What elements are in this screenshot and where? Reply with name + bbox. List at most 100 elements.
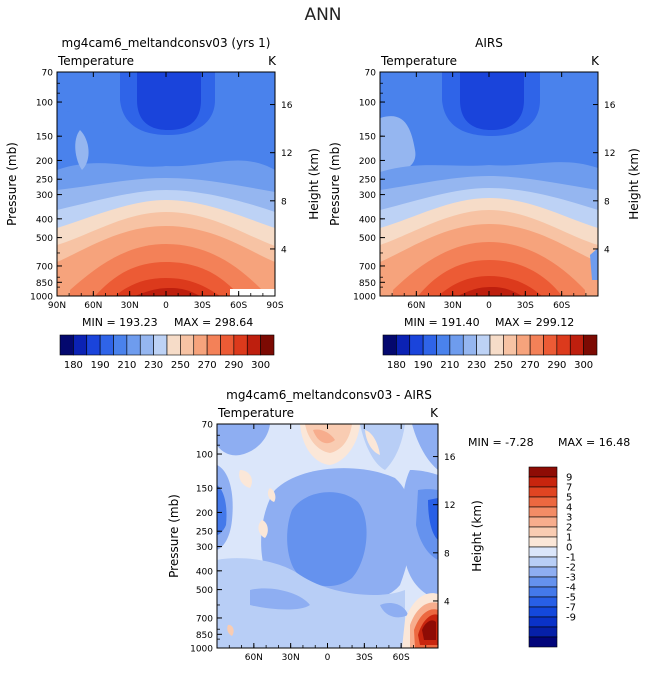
colorbar-swatch — [180, 334, 195, 356]
pressure-tick-label: 700 — [359, 262, 376, 272]
diff-field — [217, 424, 438, 648]
obs-band — [380, 72, 426, 110]
colorbar-label: 180 — [64, 360, 83, 371]
pressure-tick-label: 1000 — [30, 293, 53, 303]
pressure-tick-label: 150 — [36, 133, 53, 143]
lat-tick-label: 30N — [444, 301, 462, 311]
pressure-tick-label: 700 — [196, 614, 213, 624]
colorbar-label: 9 — [566, 473, 572, 484]
pressure-tick-label: 500 — [196, 586, 213, 596]
colorbar-swatch — [153, 334, 168, 356]
model-max-label: MAX = 298.64 — [174, 316, 253, 329]
colorbar-label: 180 — [387, 360, 406, 371]
model-height-label: Height (km) — [307, 148, 321, 219]
colorbar-swatch — [206, 334, 221, 356]
lat-tick-label: 60S — [230, 301, 247, 311]
colorbar-swatch — [382, 334, 397, 356]
obs-band — [560, 72, 598, 112]
colorbar-label: -4 — [566, 583, 576, 594]
colorbar-swatch — [543, 334, 558, 356]
diff-subtitle-left: Temperature — [217, 406, 294, 420]
colorbar-label: 250 — [171, 360, 190, 371]
pressure-tick-label: 70 — [42, 69, 54, 79]
pressure-tick-label: 200 — [359, 157, 376, 167]
colorbar-swatch — [193, 334, 208, 356]
diff-band — [217, 485, 227, 535]
colorbar-label: 7 — [566, 483, 572, 494]
pressure-tick-label: 100 — [36, 99, 53, 109]
colorbar-swatch — [529, 334, 544, 356]
colorbar-swatch — [528, 596, 558, 608]
colorbar-swatch — [528, 466, 558, 478]
colorbar-swatch — [528, 566, 558, 578]
model-band — [57, 72, 102, 112]
colorbar-label: 210 — [440, 360, 459, 371]
obs-axes: 70 100 150 200 250 300 400 500 700 850 1000 16 12 8 4 6… — [353, 69, 616, 312]
model-band — [75, 130, 89, 170]
height-tick-label: 16 — [281, 101, 293, 111]
colorbar-swatch — [528, 636, 558, 648]
colorbar-label: -7 — [566, 603, 576, 614]
colorbar-swatch — [528, 556, 558, 568]
colorbar-swatch — [220, 334, 235, 356]
diff-max-label: MAX = 16.48 — [558, 436, 630, 449]
obs-band — [458, 287, 522, 296]
colorbar-swatch — [516, 334, 531, 356]
obs-height-label: Height (km) — [627, 148, 641, 219]
pressure-tick-label: 500 — [359, 234, 376, 244]
pressure-tick-label: 100 — [196, 451, 213, 461]
height-tick-label: 8 — [604, 197, 610, 207]
colorbar-swatch — [59, 334, 74, 356]
colorbar-label: 190 — [91, 360, 110, 371]
height-tick-label: 8 — [444, 549, 450, 559]
lat-tick-label: 60N — [407, 301, 425, 311]
colorbar-swatch — [436, 334, 451, 356]
colorbar-swatch — [489, 334, 504, 356]
obs-band — [438, 276, 542, 296]
colorbar-swatch — [528, 486, 558, 498]
colorbar-swatch — [503, 334, 518, 356]
obs-subtitle-left: Temperature — [380, 54, 457, 68]
height-tick-label: 16 — [604, 101, 616, 111]
colorbar-swatch — [528, 536, 558, 548]
pressure-tick-label: 400 — [196, 567, 213, 577]
colorbar-swatch — [528, 476, 558, 488]
diff-band — [217, 424, 270, 456]
diff-band — [239, 470, 252, 488]
colorbar-swatch — [528, 506, 558, 518]
diff-band — [428, 498, 438, 540]
colorbar-swatch — [528, 586, 558, 598]
model-ylabel: Pressure (mb) — [5, 142, 19, 226]
pressure-tick-label: 400 — [359, 215, 376, 225]
obs-band — [380, 116, 416, 173]
model-band — [135, 288, 200, 296]
colorbar-swatch — [569, 334, 584, 356]
model-missing-patch — [230, 289, 275, 296]
height-tick-label: 12 — [281, 149, 292, 159]
pressure-tick-label: 250 — [359, 176, 376, 186]
colorbar-swatch — [99, 334, 114, 356]
colorbar-swatch — [528, 616, 558, 628]
colorbar-swatch — [528, 626, 558, 638]
colorbar-swatch — [528, 576, 558, 588]
colorbar-label: 300 — [574, 360, 593, 371]
colorbar-swatch — [139, 334, 154, 356]
obs-max-label: MAX = 299.12 — [495, 316, 574, 329]
pressure-tick-label: 70 — [365, 69, 377, 79]
colorbar-label: 270 — [198, 360, 217, 371]
colorbar-label: 300 — [251, 360, 270, 371]
colorbar-swatch — [396, 334, 411, 356]
obs-ylabel: Pressure (mb) — [328, 142, 342, 226]
colorbar-swatch — [113, 334, 128, 356]
lat-tick-label: 30N — [282, 653, 300, 663]
colorbar-label: 230 — [467, 360, 486, 371]
lat-tick-label: 90S — [266, 301, 283, 311]
colorbar-swatch — [260, 334, 275, 356]
diff-band — [380, 603, 408, 618]
pressure-tick-label: 100 — [359, 99, 376, 109]
model-min-label: MIN = 193.23 — [82, 316, 158, 329]
colorbar-swatch — [476, 334, 491, 356]
pressure-tick-label: 700 — [36, 262, 53, 272]
pressure-tick-label: 300 — [36, 191, 53, 201]
